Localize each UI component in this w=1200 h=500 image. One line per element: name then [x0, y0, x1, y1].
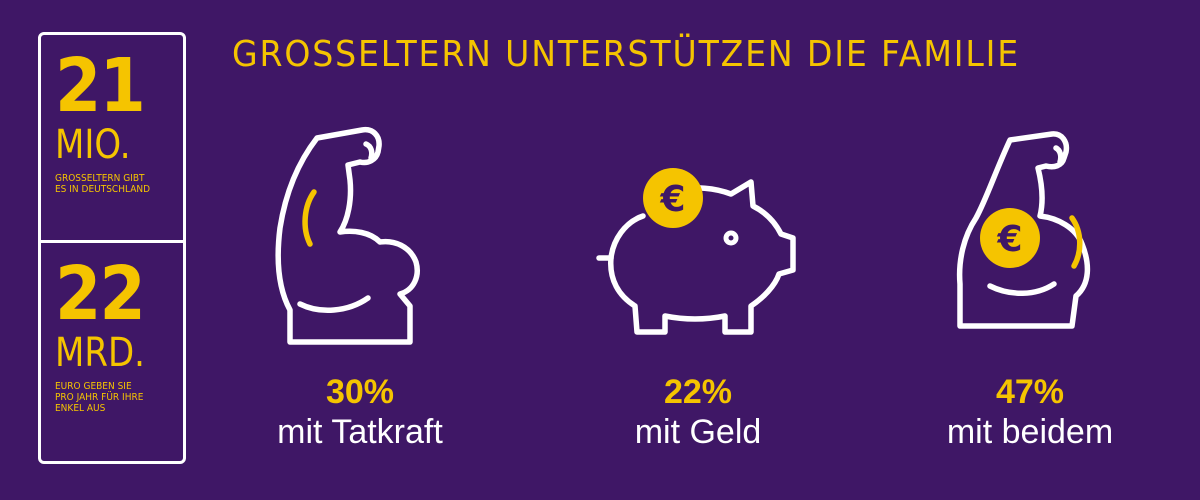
flexed-arm-icon [275, 126, 420, 345]
stat-grandparents-unit: MIO. [55, 122, 131, 168]
label-tatkraft: mit Tatkraft [277, 413, 443, 451]
flexed-arm-euro-icon: € [956, 131, 1091, 329]
stats-box: 21 MIO. GROSSELTERN GIBT ES IN DEUTSCHLA… [38, 32, 186, 464]
euro-symbol-icon-2: € [996, 219, 1022, 260]
stats-divider [41, 240, 183, 243]
percent-tatkraft: 30% [325, 373, 395, 411]
label-geld: mit Geld [634, 413, 762, 451]
flex-mark-icon-2 [1069, 215, 1083, 269]
percent-geld: 22% [663, 373, 733, 411]
page-title: GROSSELTERN UNTERSTÜTZEN DIE FAMILIE [232, 34, 1021, 75]
stat-grandparents-number: 21 [55, 43, 146, 129]
stat-item-tatkraft: 30% mit Tatkraft [210, 372, 510, 452]
stat-item-beidem: 47% mit beidem [880, 372, 1180, 452]
piggy-bank-icon: € [596, 168, 796, 335]
stat-spending-note: EURO GEBEN SIE PRO JAHR FÜR IHRE ENKEL A… [55, 381, 144, 414]
percent-beidem: 47% [995, 373, 1065, 411]
flex-mark-icon [302, 189, 317, 247]
stat-spending: 22 MRD. EURO GEBEN SIE PRO JAHR FÜR IHRE… [55, 257, 175, 414]
label-beidem: mit beidem [946, 413, 1114, 451]
stat-item-geld: 22% mit Geld [548, 372, 848, 452]
euro-coin-icon [643, 168, 703, 228]
euro-coin-icon-2 [980, 208, 1040, 268]
stat-grandparents-note: GROSSELTERN GIBT ES IN DEUTSCHLAND [55, 173, 151, 195]
euro-symbol-icon: € [659, 179, 685, 220]
stat-grandparents: 21 MIO. GROSSELTERN GIBT ES IN DEUTSCHLA… [55, 49, 175, 195]
stat-spending-unit: MRD. [55, 330, 145, 376]
stat-spending-number: 22 [55, 251, 146, 337]
